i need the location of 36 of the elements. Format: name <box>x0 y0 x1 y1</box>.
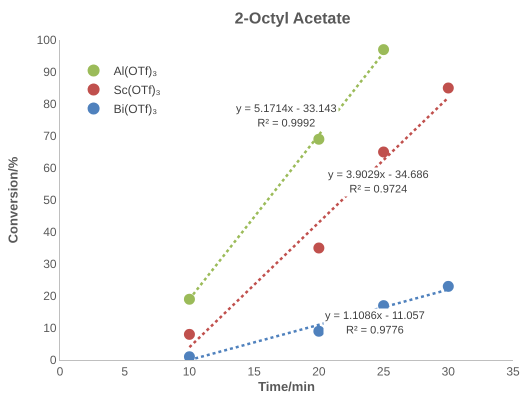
point <box>378 44 390 56</box>
point <box>313 326 324 337</box>
y-tick-label: 20 <box>43 289 57 304</box>
y-tick-label: 60 <box>43 161 57 176</box>
y-tick-label: 30 <box>43 257 57 272</box>
point <box>184 328 195 340</box>
legend-label: Al(OTf)₃ <box>114 64 158 78</box>
x-tick-label: 30 <box>442 364 456 378</box>
point <box>313 242 324 254</box>
x-tick-label: 15 <box>247 364 262 378</box>
y-tick-label: 0 <box>50 353 57 368</box>
point <box>184 294 195 305</box>
x-tick-label: 25 <box>376 364 391 378</box>
y-tick-label: 10 <box>43 321 57 336</box>
point <box>442 280 454 292</box>
y-tick-label: 100 <box>36 33 57 48</box>
x-tick-label: 5 <box>121 364 128 378</box>
point <box>378 146 390 158</box>
legend-label: Bi(OTf)₃ <box>114 102 158 116</box>
y-tick-label: 90 <box>43 65 57 80</box>
annotation: y = 3.9029x - 34.686 R² = 0.9724 <box>328 169 429 196</box>
y-tick-label: 80 <box>43 97 57 112</box>
x-tick-label: 10 <box>182 364 196 378</box>
point <box>313 134 324 145</box>
annotation: y = 1.1086x - 11.057 R² = 0.9776 <box>325 310 425 336</box>
y-axis-title: Conversion/% <box>6 156 21 244</box>
y-tick-label: 70 <box>43 129 57 144</box>
x-tick-label: 35 <box>506 364 520 378</box>
y-tick-label: 40 <box>43 225 57 240</box>
chart-title: 2-Octyl Acetate <box>234 10 351 28</box>
annotation: y = 5.1714x - 33.143 R² = 0.9992 <box>236 103 337 130</box>
x-tick-label: 20 <box>312 364 326 378</box>
point <box>442 82 454 94</box>
y-tick-label: 50 <box>43 193 57 208</box>
legend-label: Sc(OTf)₃ <box>114 83 161 98</box>
x-axis-title: Time/min <box>258 379 315 394</box>
